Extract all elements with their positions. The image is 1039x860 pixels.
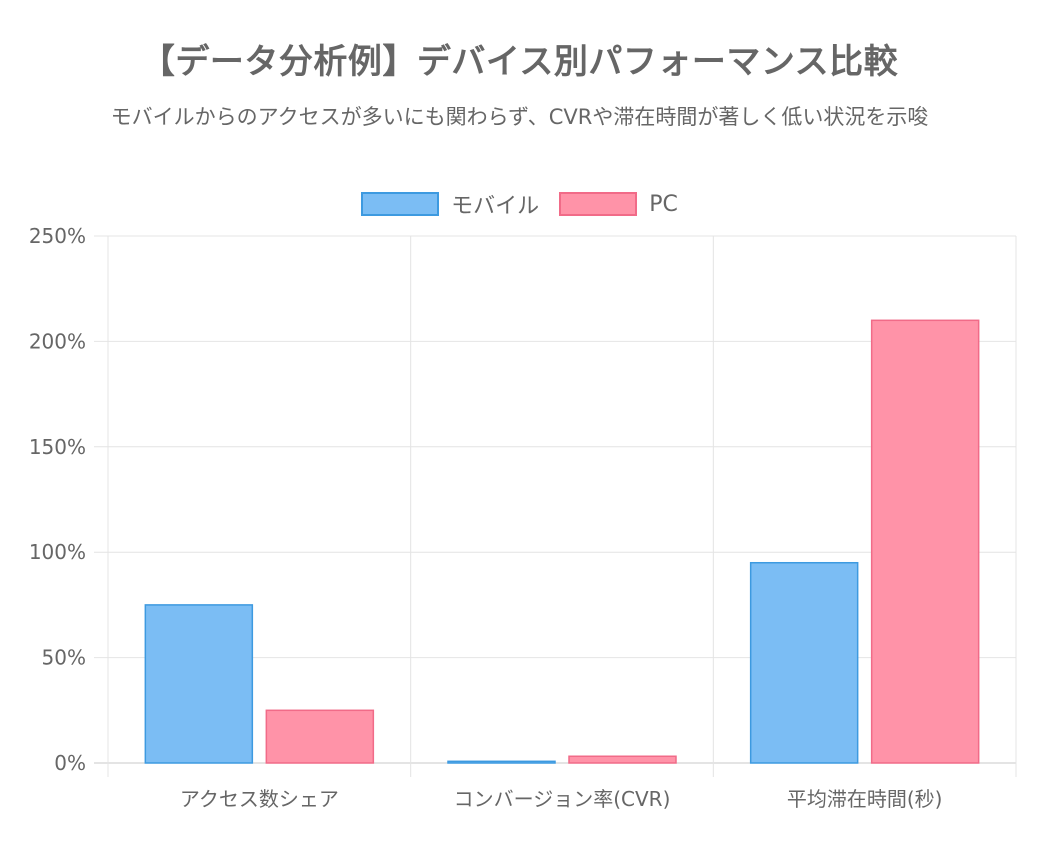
legend-label-pc: PC — [649, 191, 678, 217]
x-category-label: コンバージョン率(CVR) — [454, 787, 671, 811]
x-category-label: 平均滞在時間(秒) — [787, 787, 943, 811]
bar-mobile-2[interactable] — [749, 561, 859, 764]
legend-item-pc[interactable]: PC — [559, 192, 678, 217]
y-tick-label: 250% — [29, 224, 86, 248]
y-tick-label: 100% — [29, 540, 86, 564]
bar-pc-1[interactable] — [568, 755, 677, 764]
legend-item-mobile[interactable]: モバイル — [361, 188, 539, 220]
y-tick-label: 50% — [42, 646, 86, 670]
y-tick-label: 150% — [29, 435, 86, 459]
legend-swatch-mobile — [361, 192, 440, 216]
y-tick-label: 0% — [54, 751, 86, 775]
bar-mobile-1[interactable] — [447, 760, 556, 764]
label-layer: 0% 50% 100% 150% 200% 250% アクセス数シェア コンバージョン率(CV… — [29, 224, 943, 811]
legend-label-mobile: モバイル — [451, 194, 540, 219]
bar-pc-2[interactable] — [870, 319, 980, 764]
chart-legend: モバイル PC — [0, 188, 1039, 220]
bar-pc-0[interactable] — [265, 709, 375, 764]
chart-title: 【データ分析例】デバイス別パフォーマンス比較 — [140, 42, 899, 82]
legend-swatch-pc — [559, 192, 638, 216]
y-tick-label: 200% — [29, 329, 86, 353]
bar-layer — [144, 319, 980, 764]
x-category-label: アクセス数シェア — [180, 787, 339, 811]
bar-mobile-0[interactable] — [144, 604, 254, 764]
chart-subtitle: モバイルからのアクセスが多いにも関わらず、CVRや滞在時間が著しく低い状況を示唆 — [110, 105, 929, 129]
